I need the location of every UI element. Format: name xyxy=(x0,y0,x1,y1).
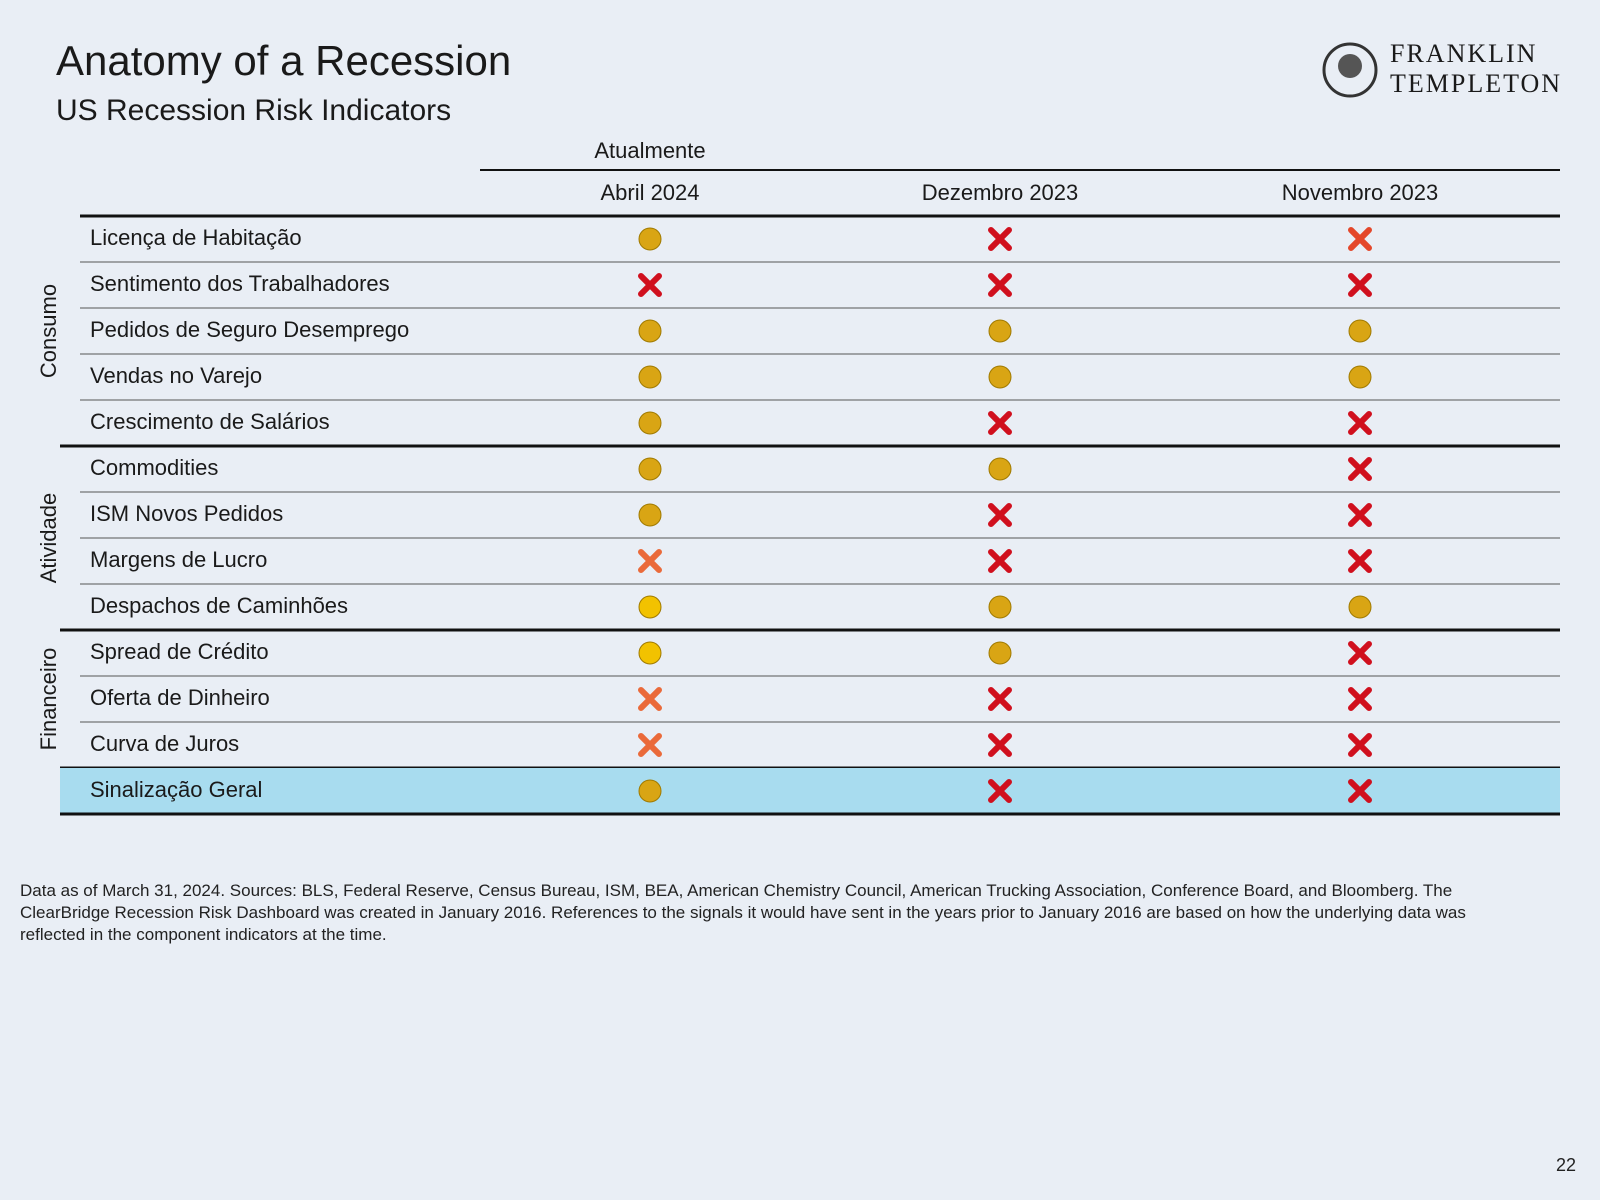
signal-dot xyxy=(638,457,662,481)
signal-dot xyxy=(1348,319,1372,343)
group-label: Financeiro xyxy=(36,648,61,751)
signal-cross xyxy=(1348,779,1372,803)
signal-cross xyxy=(1348,733,1372,757)
signal-cross xyxy=(1348,273,1372,297)
row-label: Licença de Habitação xyxy=(90,225,302,250)
signal-cross xyxy=(638,549,662,573)
logo-icon xyxy=(1322,42,1378,98)
row-label: Sinalização Geral xyxy=(90,777,262,802)
logo-icon xyxy=(1338,54,1362,78)
signal-dot xyxy=(638,319,662,343)
highlight-row xyxy=(60,768,1560,814)
signal-dot xyxy=(1348,365,1372,389)
signal-dot xyxy=(988,457,1012,481)
signal-dot xyxy=(638,365,662,389)
subtitle: US Recession Risk Indicators xyxy=(56,94,451,127)
title: Anatomy of a Recession xyxy=(56,37,511,84)
signal-dot xyxy=(988,641,1012,665)
row-label: Vendas no Varejo xyxy=(90,363,262,388)
signal-cross xyxy=(988,733,1012,757)
signal-dot xyxy=(638,503,662,527)
signal-cross xyxy=(1348,549,1372,573)
row-label: Pedidos de Seguro Desemprego xyxy=(90,317,409,342)
row-label: Curva de Juros xyxy=(90,731,239,756)
column-header: Abril 2024 xyxy=(600,180,699,205)
signal-dot xyxy=(638,227,662,251)
signal-cross xyxy=(988,779,1012,803)
signal-dot xyxy=(1348,595,1372,619)
row-label: Margens de Lucro xyxy=(90,547,267,572)
column-header: Novembro 2023 xyxy=(1282,180,1439,205)
group-label: Atividade xyxy=(36,493,61,584)
signal-cross xyxy=(1348,227,1372,251)
signal-dot xyxy=(638,411,662,435)
signal-dot xyxy=(638,595,662,619)
signal-cross xyxy=(988,227,1012,251)
signal-dot xyxy=(988,595,1012,619)
footnote: Data as of March 31, 2024. Sources: BLS,… xyxy=(20,881,1466,944)
row-label: Sentimento dos Trabalhadores xyxy=(90,271,390,296)
row-label: Oferta de Dinheiro xyxy=(90,685,270,710)
row-label: Despachos de Caminhões xyxy=(90,593,348,618)
signal-cross xyxy=(988,273,1012,297)
signal-cross xyxy=(638,273,662,297)
signal-cross xyxy=(638,733,662,757)
signal-cross xyxy=(638,687,662,711)
signal-cross xyxy=(988,411,1012,435)
signal-dot xyxy=(638,641,662,665)
signal-cross xyxy=(1348,411,1372,435)
row-label: Crescimento de Salários xyxy=(90,409,330,434)
row-label: Commodities xyxy=(90,455,218,480)
signal-dot xyxy=(988,319,1012,343)
signal-cross xyxy=(1348,641,1372,665)
signal-dot xyxy=(988,365,1012,389)
group-label: Consumo xyxy=(36,284,61,378)
column-header: Dezembro 2023 xyxy=(922,180,1079,205)
logo-text: TEMPLETON xyxy=(1390,69,1562,98)
signal-cross xyxy=(1348,687,1372,711)
signal-cross xyxy=(1348,457,1372,481)
page-number: 22 xyxy=(1555,1155,1576,1175)
signal-cross xyxy=(988,503,1012,527)
signal-dot xyxy=(638,779,662,803)
signal-cross xyxy=(988,549,1012,573)
super-header: Atualmente xyxy=(594,138,705,163)
signal-cross xyxy=(1348,503,1372,527)
signal-cross xyxy=(988,687,1012,711)
logo-text: FRANKLIN xyxy=(1390,39,1537,68)
row-label: ISM Novos Pedidos xyxy=(90,501,283,526)
row-label: Spread de Crédito xyxy=(90,639,269,664)
logo: FRANKLIN TEMPLETON xyxy=(1322,39,1562,98)
